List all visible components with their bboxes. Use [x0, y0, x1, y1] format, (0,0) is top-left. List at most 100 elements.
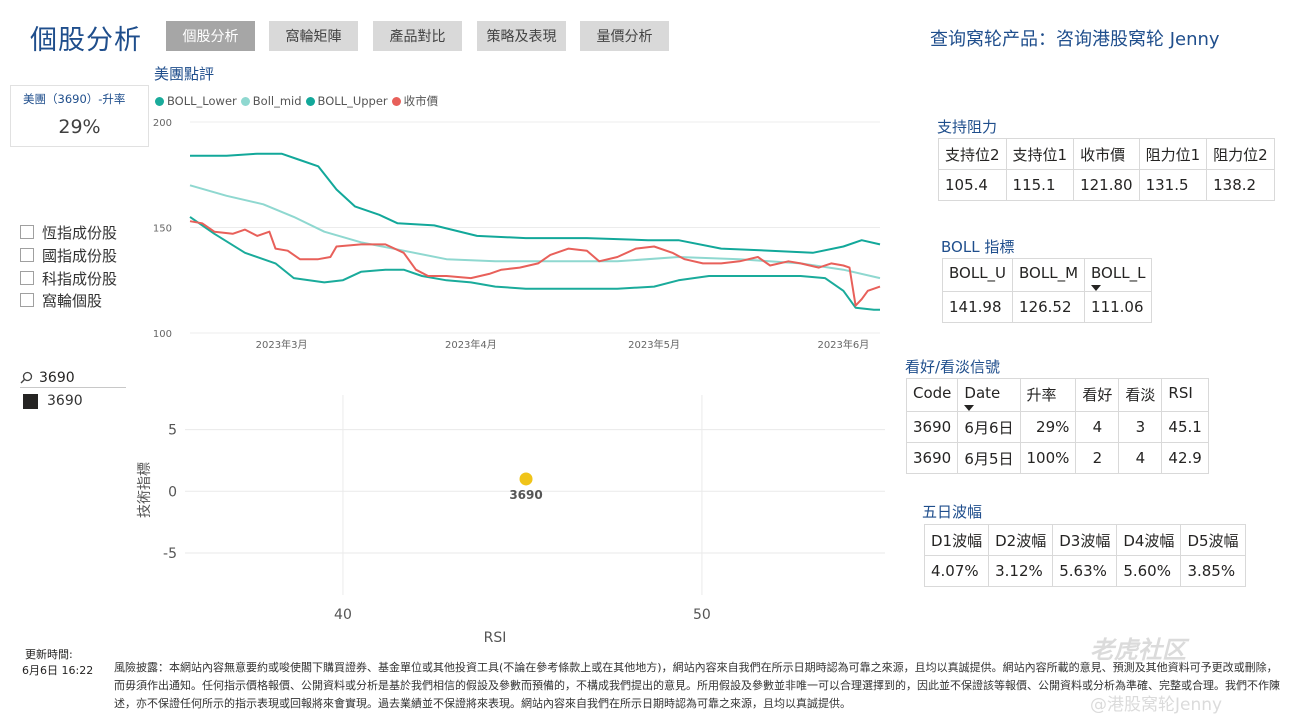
series-line-Boll_mid: [189, 184, 881, 280]
watermark-handle: @港股窝轮Jenny: [1090, 695, 1223, 715]
checkbox-hsi-constituents[interactable]: 恆指成份股: [20, 222, 117, 242]
checkbox-box[interactable]: [20, 271, 34, 285]
table-header: D4波幅: [1116, 524, 1182, 556]
tab-volume-price[interactable]: 量價分析: [580, 21, 669, 51]
y-tick-label: 5: [168, 423, 177, 439]
checkbox-checked[interactable]: [23, 393, 38, 409]
x-tick-label: 40: [334, 607, 352, 623]
checkbox-hstech-constituents[interactable]: 科指成份股: [20, 268, 117, 288]
table-cell: 4.07%: [923, 555, 990, 587]
table-cell: 105.4: [938, 169, 1007, 201]
tab-warrant-matrix[interactable]: 窩輪矩陣: [269, 21, 358, 51]
sort-down-icon: [1091, 285, 1102, 291]
checkbox-box[interactable]: [20, 248, 34, 262]
table-header[interactable]: RSI: [1161, 378, 1209, 412]
x-tick-label: 50: [693, 607, 711, 623]
watermark-logo: 老虎社区: [1090, 636, 1186, 664]
kpi-label: 美團（3690）-升率: [23, 92, 126, 106]
scatter-point: [519, 472, 533, 486]
sort-down-icon: [964, 405, 975, 411]
table-cell: 141.98: [941, 291, 1014, 323]
y-tick-label: 100: [153, 329, 172, 340]
y-tick-label: 200: [153, 118, 172, 129]
table-header: D2波幅: [988, 524, 1054, 556]
table-header[interactable]: BOLL_M: [1012, 258, 1086, 292]
boll-indicator-table: BOLL_U BOLL_M BOLL_L 141.98 126.52 111.0…: [941, 258, 1153, 323]
y-tick-label: 0: [168, 484, 177, 500]
legend-item: 收市價: [391, 93, 438, 109]
series-line-BOLL_Upper: [190, 152, 881, 254]
x-tick-label: 2023年5月: [628, 338, 680, 351]
boll-chart-title: 美團點評: [154, 65, 215, 83]
legend-item: BOLL_Lower: [155, 94, 237, 108]
support-resistance-title: 支持阻力: [937, 118, 998, 136]
table-header[interactable]: 升率: [1019, 378, 1077, 412]
table-header: 支持位2: [938, 138, 1007, 170]
table-header: 支持位1: [1005, 138, 1075, 170]
table-cell: 3.85%: [1180, 555, 1246, 587]
table-cell: 5.60%: [1116, 555, 1182, 587]
point-label: 3690: [509, 488, 542, 502]
boll-indicator-title: BOLL 指標: [941, 238, 1015, 256]
legend-item: Boll_mid: [240, 94, 302, 108]
series-line-BOLL_Lower: [189, 216, 880, 311]
tab-stock-analysis[interactable]: 個股分析: [166, 21, 255, 51]
checkbox-box[interactable]: [20, 225, 34, 239]
table-cell: 115.1: [1005, 169, 1075, 201]
signals-table: Code Date 升率 看好 看淡 RSI 3690 6月6日 29% 4 3…: [905, 378, 1209, 474]
table-header[interactable]: BOLL_U: [941, 258, 1014, 292]
table-row: 3690 6月6日 29% 4 3 45.1: [905, 411, 1209, 443]
table-cell: 138.2: [1206, 169, 1275, 201]
checkbox-box[interactable]: [20, 293, 34, 307]
query-warrant-link[interactable]: 查询窝轮产品：咨询港股窝轮 Jenny: [930, 29, 1220, 50]
table-header: 收市價: [1073, 138, 1140, 170]
table-cell: 131.5: [1138, 169, 1208, 201]
signals-title: 看好/看淡信號: [905, 358, 1001, 376]
table-header: D3波幅: [1052, 524, 1118, 556]
table-header[interactable]: Code: [905, 378, 959, 412]
table-header: D1波幅: [923, 524, 990, 556]
y-axis-label: 技術指標: [137, 462, 153, 518]
tab-strategy-performance[interactable]: 策略及表現: [477, 21, 566, 51]
page-title: 個股分析: [30, 25, 142, 56]
five-day-range-title: 五日波幅: [922, 503, 983, 521]
boll-line-chart: 200 150 100 2023年3月 2023年4月 2023年5月 2023年6月: [153, 118, 881, 351]
table-cell: 111.06: [1084, 291, 1153, 323]
series-line-收市價: [189, 220, 881, 307]
y-tick-label: 150: [153, 224, 172, 235]
table-header[interactable]: 看好: [1075, 378, 1120, 412]
table-row: 3690 6月5日 100% 2 4 42.9: [905, 442, 1209, 474]
five-day-range-table: D1波幅 D2波幅 D3波幅 D4波幅 D5波幅 4.07% 3.12% 5.6…: [923, 524, 1246, 587]
table-header: D5波幅: [1180, 524, 1246, 556]
table-cell: 126.52: [1012, 291, 1086, 323]
x-axis-label: RSI: [484, 630, 507, 646]
support-resistance-table: 支持位2 支持位1 收市價 阻力位1 阻力位2 105.4 115.1 121.…: [938, 138, 1275, 201]
table-cell: 5.63%: [1052, 555, 1118, 587]
stock-search-input[interactable]: 3690: [20, 368, 126, 388]
tab-product-compare[interactable]: 產品對比: [373, 21, 462, 51]
kpi-card: 美團（3690）-升率 29%: [10, 85, 149, 147]
table-header-sorted[interactable]: Date: [957, 378, 1021, 412]
risk-disclaimer: 風險披露：本網站內容無意要約或唆使閣下購買證券、基金單位或其他投資工具(不論在參…: [114, 661, 1280, 710]
slicer-item-3690[interactable]: 3690: [23, 393, 83, 409]
table-header[interactable]: 看淡: [1118, 378, 1163, 412]
checkbox-hscei-constituents[interactable]: 國指成份股: [20, 245, 117, 265]
legend-dot: [305, 96, 315, 106]
table-cell: 121.80: [1073, 169, 1140, 201]
table-header: 阻力位1: [1138, 138, 1208, 170]
x-tick-label: 2023年3月: [256, 338, 308, 351]
update-time-label: 更新時間:: [25, 648, 73, 661]
checkbox-warrant-stocks[interactable]: 窩輪個股: [20, 290, 102, 310]
update-time-value: 6月6日 16:22: [22, 664, 94, 677]
search-icon: [20, 371, 33, 384]
table-cell: 3.12%: [988, 555, 1054, 587]
x-tick-label: 2023年4月: [445, 338, 497, 351]
legend-dot: [155, 96, 164, 106]
kpi-value: 29%: [58, 116, 101, 138]
legend-dot: [240, 96, 250, 106]
y-tick-label: -5: [163, 546, 177, 562]
table-header-sorted[interactable]: BOLL_L: [1084, 258, 1153, 292]
chart-legend: BOLL_Lower Boll_mid BOLL_Upper 收市價: [155, 93, 442, 109]
table-header: 阻力位2: [1206, 138, 1275, 170]
